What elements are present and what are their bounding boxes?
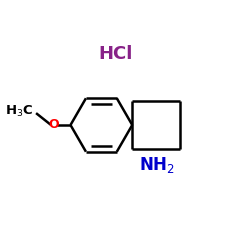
Text: O: O <box>48 118 59 132</box>
Text: NH$_2$: NH$_2$ <box>139 155 175 175</box>
Text: HCl: HCl <box>98 45 133 63</box>
Text: H$_3$C: H$_3$C <box>5 104 33 120</box>
